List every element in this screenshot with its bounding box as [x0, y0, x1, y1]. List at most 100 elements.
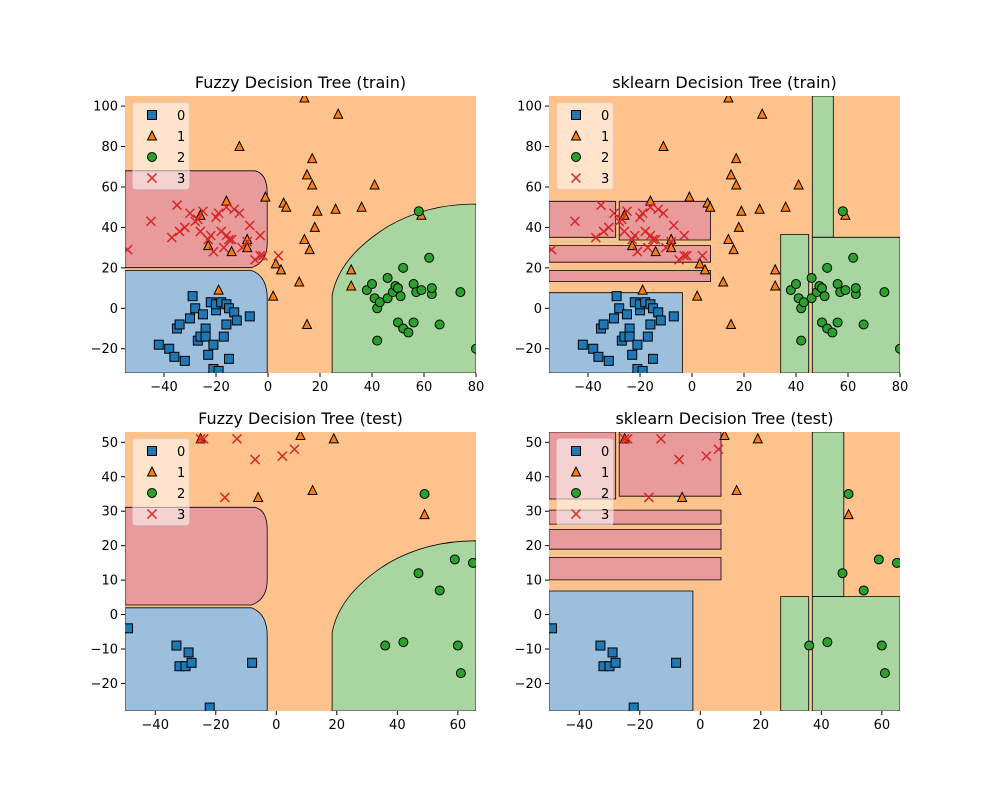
data-point-x: [242, 236, 253, 247]
x-tick-label: 20: [329, 718, 346, 733]
legend-label-3: 3: [601, 172, 609, 187]
data-point-x: [622, 433, 633, 444]
data-point-x: [570, 508, 582, 520]
data-point-x: [679, 250, 690, 261]
data-point-triangle: [704, 201, 716, 212]
y-tick-label: 0: [110, 608, 118, 623]
data-points: [125, 96, 476, 373]
data-point-triangle: [345, 263, 357, 275]
data-point-circle: [879, 668, 890, 679]
y-tick-label: 30: [525, 505, 542, 520]
data-point-square: [204, 702, 215, 711]
data-point-circle: [571, 152, 581, 162]
data-point-square: [624, 331, 635, 342]
data-point-x: [195, 226, 206, 237]
y-tick-label: 60: [525, 180, 542, 195]
legend-label-1: 1: [177, 130, 185, 145]
y-tick-label: 0: [534, 302, 542, 317]
y-tick-label: 40: [101, 470, 118, 485]
data-point-triangle: [202, 239, 214, 251]
data-point-x: [219, 492, 230, 503]
data-point-x: [549, 244, 557, 255]
data-points: [549, 96, 900, 373]
x-tick-label: −40: [142, 718, 169, 733]
data-point-square: [203, 349, 214, 360]
data-point-circle: [382, 272, 393, 283]
legend-label-3: 3: [177, 508, 185, 523]
data-point-x: [619, 226, 630, 237]
data-point-triangle: [843, 508, 854, 520]
data-point-triangle: [270, 257, 282, 269]
data-point-circle: [434, 585, 445, 596]
data-point-circle: [837, 206, 848, 217]
data-point-x: [146, 508, 158, 520]
data-point-triangle: [723, 233, 734, 245]
chart-title: sklearn Decision Tree (train): [612, 73, 837, 92]
region-class-0: [125, 270, 268, 373]
data-point-square: [244, 311, 255, 322]
data-point-triangle: [419, 508, 430, 520]
data-point-circle: [455, 287, 466, 298]
data-point-square: [179, 355, 190, 366]
data-point-square: [622, 309, 632, 320]
data-point-x: [289, 444, 300, 455]
data-point-circle: [395, 291, 406, 302]
data-point-square: [185, 313, 195, 324]
data-point-square: [200, 331, 211, 342]
data-point-circle: [372, 335, 383, 346]
y-tick-label: −10: [91, 643, 118, 658]
data-point-triangle: [312, 205, 323, 216]
legend-label-2: 2: [177, 487, 185, 502]
data-point-square: [655, 315, 666, 326]
chart-title: sklearn Decision Tree (test): [615, 409, 833, 428]
data-point-square: [609, 313, 619, 324]
data-point-circle: [398, 262, 409, 273]
data-point-circle: [467, 557, 476, 568]
data-point-x: [637, 208, 648, 219]
x-tick-label: −20: [626, 718, 653, 733]
data-point-triangle: [570, 129, 582, 141]
x-tick-label: 80: [468, 380, 485, 395]
data-point-x: [679, 230, 690, 241]
data-point-x: [569, 216, 581, 227]
data-point-square: [603, 355, 614, 366]
data-point-x: [174, 226, 185, 237]
data-point-circle: [876, 640, 887, 651]
x-tick-label: 0: [272, 718, 280, 733]
x-tick-label: 60: [450, 718, 467, 733]
data-point-x: [234, 208, 245, 219]
y-tick-label: 100: [93, 100, 118, 115]
data-point-circle: [571, 488, 581, 498]
data-point-x: [208, 246, 219, 257]
legend-label-0: 0: [177, 109, 185, 124]
data-point-square: [198, 309, 208, 320]
y-tick-label: 20: [525, 261, 542, 276]
x-tick-label: 0: [264, 380, 272, 395]
y-tick-label: 10: [101, 574, 118, 589]
data-point-circle: [895, 343, 900, 354]
data-point-x: [197, 206, 209, 217]
decision-regions: [549, 432, 900, 711]
data-point-circle: [840, 285, 851, 296]
decision-regions: [125, 506, 476, 711]
data-point-triangle: [723, 96, 734, 103]
x-tick-label: 40: [813, 718, 830, 733]
data-point-circle: [837, 568, 848, 579]
data-point-triangle: [650, 245, 661, 257]
data-point-x: [277, 451, 288, 462]
legend-label-1: 1: [601, 466, 609, 481]
data-point-square: [147, 110, 157, 120]
data-point-x: [205, 230, 216, 241]
y-tick-label: 20: [101, 539, 118, 554]
data-point-square: [218, 331, 229, 342]
data-point-triangle: [719, 432, 730, 440]
data-point-circle: [419, 489, 430, 499]
data-point-x: [255, 230, 266, 241]
data-point-x: [125, 244, 133, 255]
data-point-circle: [408, 317, 419, 328]
data-point-triangle: [252, 491, 264, 502]
data-point-x: [179, 222, 190, 233]
data-point-triangle: [733, 221, 745, 232]
y-tick-label: −20: [91, 677, 118, 692]
data-point-x: [223, 234, 235, 245]
